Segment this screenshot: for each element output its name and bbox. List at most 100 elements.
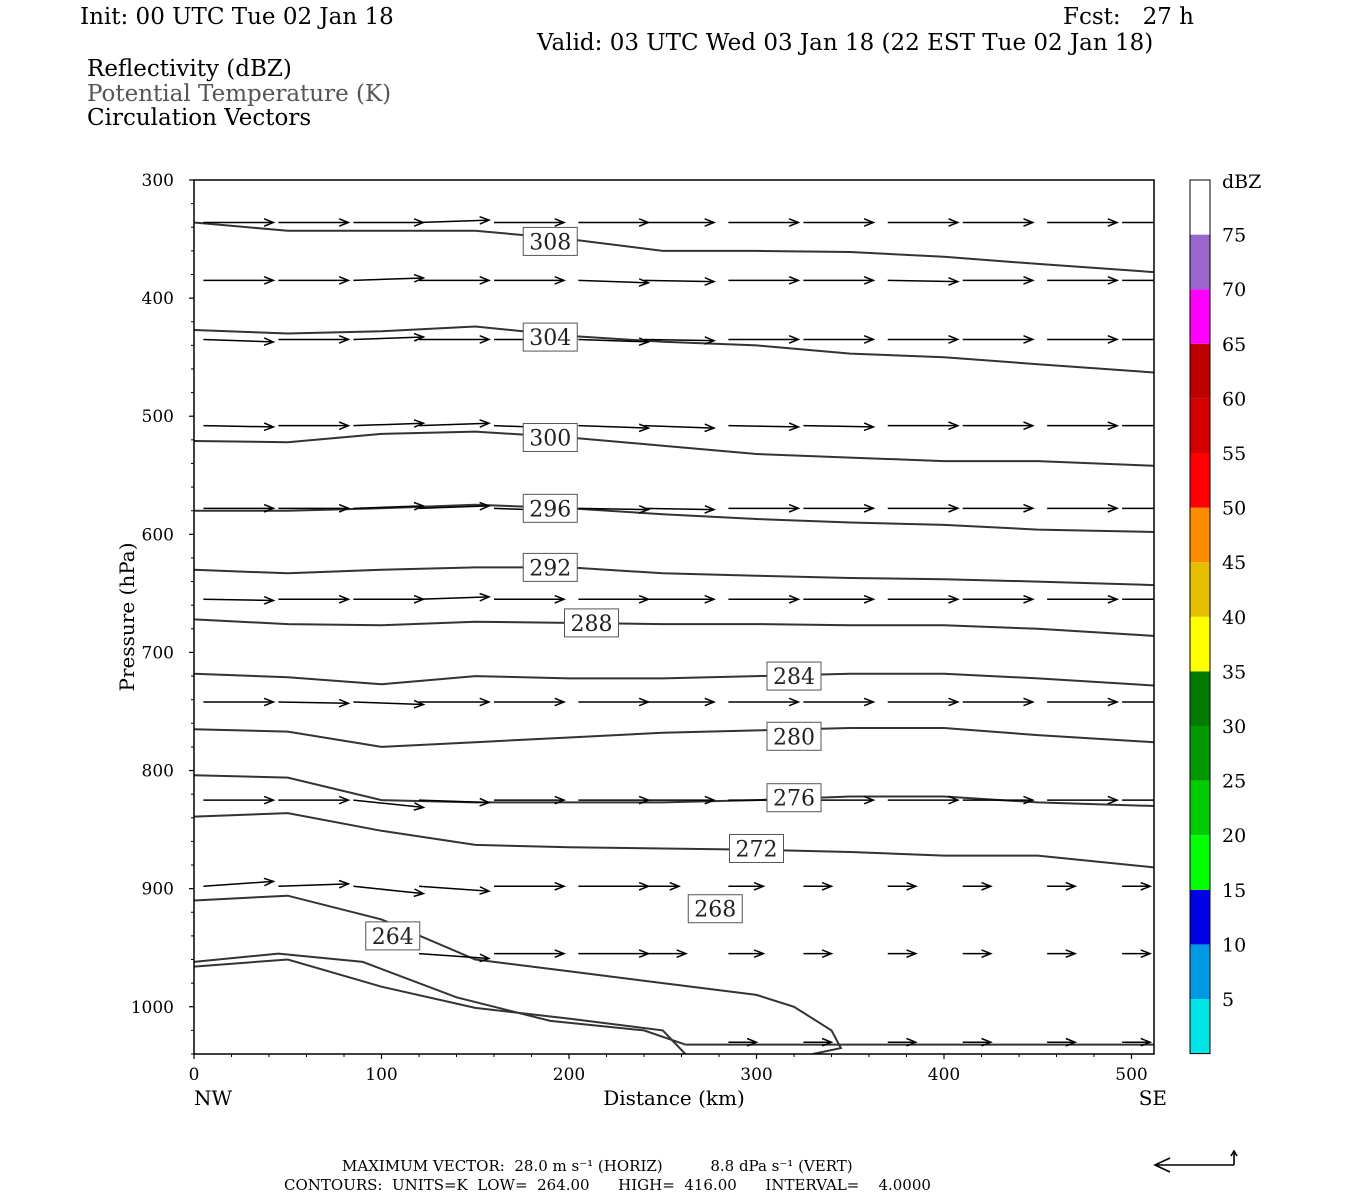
vector-head [863, 218, 876, 227]
vector-shaft [353, 336, 424, 341]
nw-label: NW [194, 1086, 233, 1110]
vector-head [1107, 421, 1120, 431]
vector-head [554, 276, 567, 285]
colorbar-cell [1190, 889, 1210, 945]
x-tick-label: 400 [928, 1065, 960, 1085]
vector-head [948, 503, 960, 513]
max-vector-note: MAXIMUM VECTOR: 28.0 m s⁻¹ (HORIZ) 8.8 d… [342, 1157, 853, 1175]
theta-contour-304 [194, 325, 1154, 374]
reference-vector-icon [1153, 1149, 1238, 1173]
contour-label-box [564, 608, 619, 638]
circulation-vectors [203, 215, 1154, 1047]
vector-shaft [418, 422, 490, 427]
vector-head [479, 419, 492, 428]
vector-shaft [418, 799, 490, 804]
colorbar-cell [1190, 343, 1210, 399]
vector-head [263, 218, 276, 227]
contour-label: 304 [529, 326, 571, 351]
theta-contour-288 [194, 618, 1154, 637]
vector-shaft [353, 422, 424, 427]
vector-shaft [203, 424, 274, 428]
vector-head [1023, 594, 1035, 604]
theta-contour-308 [194, 221, 1154, 274]
vector-head [338, 218, 351, 227]
theta-contour-284 [194, 672, 1154, 687]
vector-head [704, 697, 717, 707]
vector-head [1107, 276, 1120, 285]
vector-head [863, 795, 876, 805]
vector-head [338, 795, 351, 805]
vector-head [1065, 1037, 1078, 1047]
field-circulation-vectors: Circulation Vectors [87, 105, 312, 131]
vector-head [1023, 503, 1035, 513]
x-tick-label: 200 [553, 1065, 585, 1085]
vector-shaft [887, 279, 958, 283]
y-tick-label: 700 [142, 643, 174, 663]
vector-head [863, 503, 876, 513]
contour-label-box [766, 661, 822, 691]
vector-head [1140, 1037, 1153, 1047]
colorbar-cell [1190, 398, 1210, 453]
theta-contour-296 [194, 503, 1154, 533]
vector-head [638, 505, 651, 514]
vector-shaft [353, 701, 424, 706]
vector-head [1107, 218, 1120, 227]
colorbar-title: dBZ [1222, 171, 1261, 193]
contour-label-box [522, 226, 578, 256]
vector-shaft [418, 952, 490, 960]
vector-head [704, 336, 717, 345]
x-axis-title: Distance (km) [603, 1086, 745, 1110]
vector-head [948, 697, 960, 707]
vector-head [948, 335, 960, 344]
colorbar-level-label: 40 [1222, 607, 1246, 629]
contour-label: 280 [773, 725, 815, 750]
vector-head [1023, 276, 1035, 285]
vector-head [863, 697, 876, 707]
vector-head [948, 594, 960, 604]
vector-head [788, 218, 801, 227]
vector-head [948, 795, 960, 805]
colorbar-cell [1190, 999, 1210, 1054]
vector-head [479, 215, 492, 225]
vector-head [479, 335, 492, 344]
vector-head [948, 277, 960, 286]
colorbar-cell [1190, 835, 1210, 890]
vector-head [554, 881, 567, 891]
vector-head [413, 802, 426, 811]
colorbar-level-label: 65 [1222, 334, 1246, 356]
vector-head [554, 218, 567, 227]
vector-head [1107, 697, 1120, 707]
vector-head [263, 276, 276, 285]
valid-time: Valid: 03 UTC Wed 03 Jan 18 (22 EST Tue … [537, 30, 1154, 56]
vector-head [479, 697, 492, 707]
colorbar-level-label: 45 [1222, 552, 1246, 574]
y-tick-label: 800 [142, 762, 174, 782]
vector-head [948, 218, 960, 227]
vector-shaft [203, 598, 274, 602]
vector-head [263, 422, 276, 432]
contour-label-box [522, 552, 578, 582]
vector-head [906, 1037, 918, 1047]
x-tick-label: 500 [1115, 1065, 1147, 1085]
vector-head [413, 273, 426, 283]
vector-shaft [203, 338, 274, 343]
contour-label: 308 [529, 230, 571, 255]
colorbar-cell [1190, 1053, 1210, 1109]
colorbar-level-label: 10 [1222, 934, 1246, 956]
vector-head [413, 888, 426, 898]
vector-head [1107, 594, 1120, 604]
colorbar-level-label: 60 [1222, 388, 1246, 410]
vector-shaft [643, 424, 715, 429]
vector-head [948, 421, 960, 431]
vector-head [479, 501, 492, 511]
vector-head [479, 592, 492, 602]
colorbar-cell [1190, 726, 1210, 781]
contour-label-box [687, 894, 743, 924]
colorbar-level-label: 20 [1222, 825, 1246, 847]
vector-head [788, 503, 801, 513]
vector-head [1023, 795, 1035, 805]
vector-shaft [353, 885, 424, 895]
contour-label-box [766, 721, 822, 751]
contour-label: 300 [529, 426, 571, 451]
vector-head [554, 594, 567, 604]
